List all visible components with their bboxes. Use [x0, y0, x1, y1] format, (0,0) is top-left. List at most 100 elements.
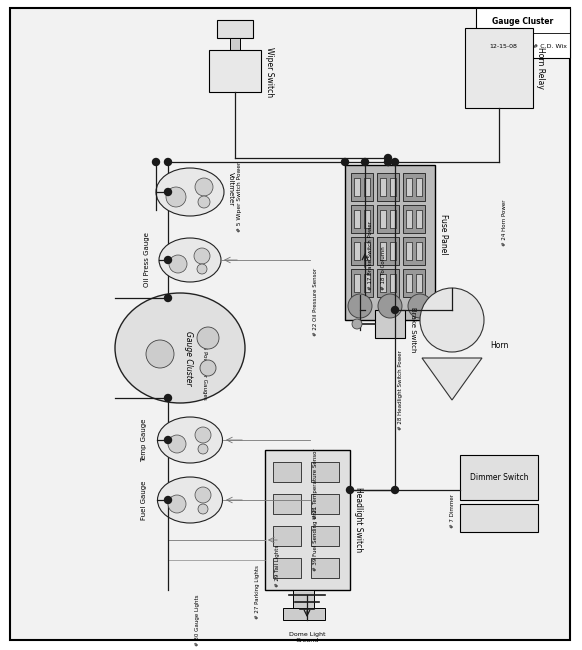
Circle shape	[194, 248, 210, 264]
Bar	[209, 50, 261, 92]
Ellipse shape	[158, 477, 222, 523]
Bar	[351, 205, 373, 233]
Bar	[416, 274, 422, 292]
Text: Gauge Cluster: Gauge Cluster	[492, 16, 553, 25]
Bar	[345, 165, 435, 320]
Text: # 21 Temperature Sensor: # 21 Temperature Sensor	[313, 448, 318, 519]
Ellipse shape	[159, 238, 221, 282]
Bar	[416, 242, 422, 260]
Text: # C.D. Wix: # C.D. Wix	[533, 44, 567, 49]
Bar	[403, 269, 425, 297]
Bar	[377, 237, 399, 265]
Text: G: G	[201, 447, 205, 451]
Bar	[283, 608, 325, 620]
Circle shape	[168, 435, 186, 453]
Bar	[406, 210, 412, 228]
Bar	[377, 205, 399, 233]
Bar	[265, 450, 350, 590]
Ellipse shape	[156, 168, 224, 216]
Bar	[416, 210, 422, 228]
Bar	[354, 178, 360, 196]
Bar	[403, 173, 425, 201]
Circle shape	[197, 264, 207, 274]
Circle shape	[198, 196, 210, 208]
Text: # 22 Oil Pressure Sensor: # 22 Oil Pressure Sensor	[313, 268, 318, 336]
Bar	[390, 242, 396, 260]
Bar	[406, 242, 412, 260]
Text: Fuel Gauge: Fuel Gauge	[141, 480, 147, 520]
Bar	[293, 590, 314, 608]
Bar	[403, 237, 425, 265]
Text: # 27 Parking Lights: # 27 Parking Lights	[255, 565, 260, 619]
Polygon shape	[422, 358, 482, 400]
Text: Headlight Switch: Headlight Switch	[354, 488, 363, 552]
Circle shape	[392, 307, 399, 313]
Bar	[390, 178, 396, 196]
Text: G: G	[201, 507, 205, 511]
Bar	[364, 178, 370, 196]
Circle shape	[195, 178, 213, 196]
Bar	[351, 269, 373, 297]
Bar	[377, 269, 399, 297]
Text: G: G	[201, 432, 205, 437]
Bar	[465, 28, 533, 108]
Bar	[311, 494, 339, 514]
Bar	[311, 526, 339, 546]
Bar	[460, 455, 538, 500]
Circle shape	[152, 159, 159, 166]
Text: 12-15-08: 12-15-08	[489, 44, 517, 49]
Bar	[354, 210, 360, 228]
Text: G: G	[200, 267, 204, 271]
Circle shape	[361, 159, 368, 166]
Text: G: G	[200, 254, 204, 259]
Circle shape	[146, 340, 174, 368]
Bar	[351, 237, 373, 265]
Circle shape	[165, 395, 172, 402]
Circle shape	[408, 294, 432, 318]
Text: Wiper Switch: Wiper Switch	[265, 47, 274, 97]
Text: # 24 Horn Power: # 24 Horn Power	[502, 200, 507, 246]
Text: # 7 Dimmer: # 7 Dimmer	[450, 494, 455, 528]
Text: # 28 Headlight Switch Power: # 28 Headlight Switch Power	[398, 350, 403, 430]
Circle shape	[195, 427, 211, 443]
Text: Brake Switch: Brake Switch	[410, 307, 416, 353]
Text: Gauge Cluster: Gauge Cluster	[183, 331, 193, 385]
Text: Horn Relay: Horn Relay	[536, 47, 545, 89]
Text: Oil Press Gauge: Oil Press Gauge	[144, 233, 150, 287]
Circle shape	[200, 360, 216, 376]
Circle shape	[195, 487, 211, 503]
Text: Fuse Panel: Fuse Panel	[439, 214, 448, 255]
Circle shape	[168, 495, 186, 513]
Bar	[406, 274, 412, 292]
Circle shape	[165, 159, 172, 166]
Bar	[380, 210, 386, 228]
Bar	[380, 178, 386, 196]
Circle shape	[198, 444, 208, 454]
Bar	[364, 242, 370, 260]
Text: # 35 Power for Gauges: # 35 Power for Gauges	[202, 336, 207, 400]
Text: Horn: Horn	[490, 341, 508, 350]
Circle shape	[165, 294, 172, 302]
Ellipse shape	[115, 293, 245, 403]
Bar	[311, 462, 339, 482]
Circle shape	[342, 159, 349, 166]
Bar	[406, 178, 412, 196]
Circle shape	[198, 504, 208, 514]
Circle shape	[385, 155, 392, 161]
Bar	[273, 558, 301, 578]
Circle shape	[420, 288, 484, 352]
Circle shape	[346, 486, 353, 493]
Text: Dome Light
Ground: Dome Light Ground	[289, 632, 325, 643]
Ellipse shape	[158, 417, 222, 463]
Bar	[217, 20, 253, 38]
Circle shape	[165, 188, 172, 196]
Bar	[273, 462, 301, 482]
Bar	[390, 274, 396, 292]
Bar	[273, 494, 301, 514]
Bar	[390, 210, 396, 228]
Text: # 5 Wiper Switch Power: # 5 Wiper Switch Power	[237, 162, 242, 233]
Bar	[380, 242, 386, 260]
Bar	[460, 504, 538, 532]
Circle shape	[392, 486, 399, 493]
Circle shape	[165, 497, 172, 504]
